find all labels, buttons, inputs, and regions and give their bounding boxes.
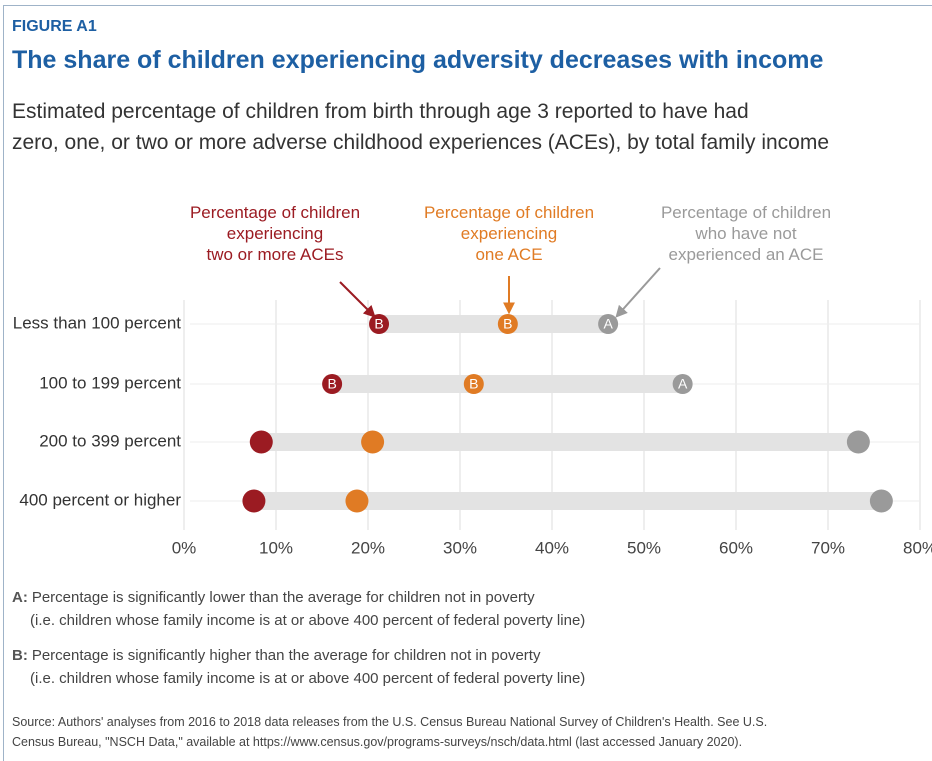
x-tick-label: 50% [627,538,661,557]
footnote-key: B: [12,647,28,664]
range-bar [379,315,609,333]
dot [361,430,385,454]
dot [463,374,484,394]
legend-label: Percentage of children who have not expe… [660,203,832,264]
range-bar [261,433,859,451]
footnote-key: A: [12,589,28,606]
x-tick-label: 60% [719,538,753,557]
footnote-text: (i.e. children whose family income is at… [30,670,586,687]
footnote-text: (i.e. children whose family income is at… [30,612,586,629]
dot-label: B [374,316,383,332]
dot-label: B [503,316,512,332]
chart-title: The share of children experiencing adver… [12,46,824,74]
x-tick-label: 10% [259,538,293,557]
dot [869,489,893,513]
dot [242,489,266,513]
footnote-text: Percentage is significantly higher than … [31,647,541,664]
figure-label: FIGURE A1 [12,18,97,35]
range-bar [332,375,683,393]
footnote: B: Percentage is significantly higher tha… [12,644,585,690]
footnote-text: Percentage is significantly lower than t… [31,589,535,606]
frame [3,5,932,761]
legend-label: Percentage of children experiencing one … [423,203,595,264]
subtitle: Estimated percentage of children from bi… [12,100,830,154]
x-tick-label: 30% [443,538,477,557]
x-tick-label: 70% [811,538,845,557]
x-tick-label: 20% [351,538,385,557]
x-tick-label: 40% [535,538,569,557]
range-bar [253,492,882,510]
dot [345,489,369,513]
x-tick-label: 80% [903,538,932,557]
annotation-arrow [615,267,661,318]
footnote: A: Percentage is significantly lower than… [12,586,585,632]
dot [497,314,518,334]
dot [369,314,390,334]
dot [598,314,619,334]
category-label: Less than 100 percent [13,313,182,332]
annotation-arrow [339,281,376,318]
dot-label: B [327,376,336,392]
dot [672,374,693,394]
dot [249,430,273,454]
dot-label: A [678,376,688,392]
source: Source: Authors' analyses from 2016 to 2… [12,715,768,749]
legend-label: Percentage of children experiencing two … [189,203,361,264]
category-label: 200 to 399 percent [39,431,181,450]
dot [322,374,343,394]
category-label: 100 to 199 percent [39,373,181,392]
category-label: 400 percent or higher [19,490,181,509]
x-tick-label: 0% [172,538,197,557]
dot-label: A [603,316,613,332]
dot [846,430,870,454]
dot-label: B [469,376,478,392]
